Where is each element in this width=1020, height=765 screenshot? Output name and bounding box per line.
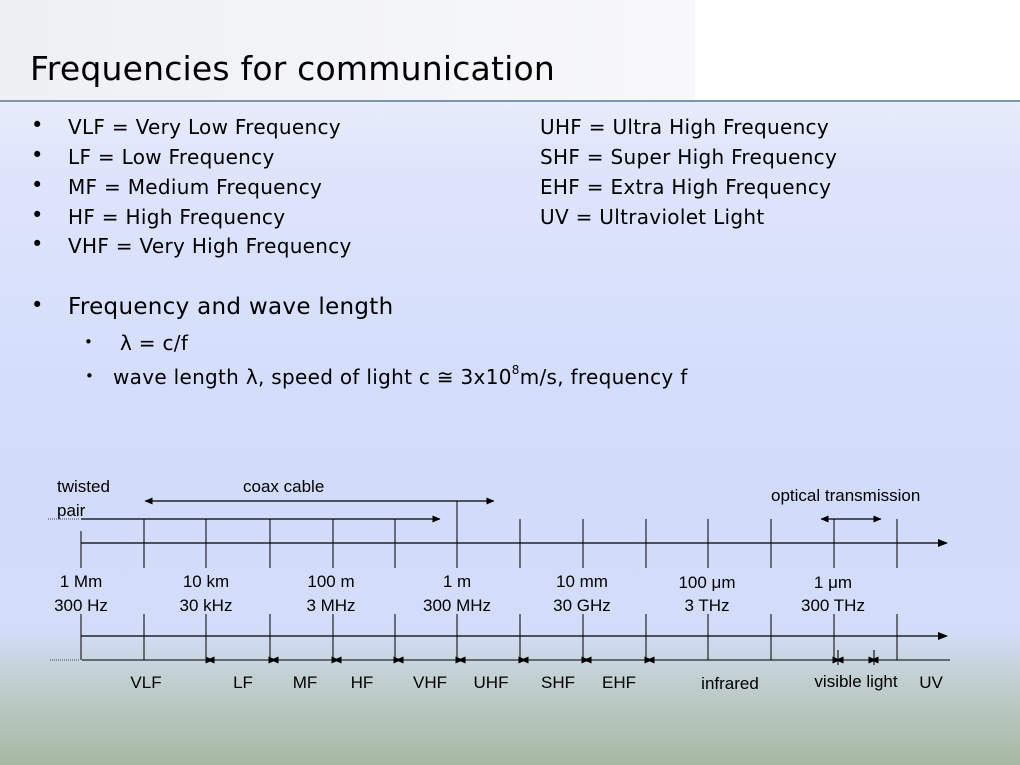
band-label-shf: SHF <box>541 673 575 692</box>
band-label-infrared: infrared <box>701 674 759 693</box>
band-label-uv: UV <box>919 673 943 692</box>
frequency-label: 300 Hz <box>54 596 108 615</box>
twisted-pair-label-2: pair <box>57 501 86 520</box>
bullet-icon: • <box>31 203 44 227</box>
band-label-visible-light: visible light <box>814 672 897 691</box>
wavelength-label: 10 km <box>183 572 229 591</box>
twisted-pair-label: twisted <box>57 477 110 496</box>
band-label-mf: MF <box>293 673 318 692</box>
formula: λ = c/f <box>120 331 189 355</box>
bullet-icon: • <box>85 367 95 385</box>
list-item: • MF = Medium Frequency <box>31 173 323 199</box>
band-label-uhf: UHF <box>474 673 509 692</box>
band-label-vlf: VLF <box>130 673 161 692</box>
slide-title: Frequencies for communication <box>30 49 555 88</box>
bullet-icon: • <box>31 232 44 256</box>
wavelength-label: 1 μm <box>814 573 852 592</box>
list-item: SHF = Super High Frequency <box>540 145 838 169</box>
list-item: • LF = Low Frequency <box>31 143 275 169</box>
wavelength-label: 1 Mm <box>60 572 103 591</box>
frequency-label: 300 MHz <box>423 596 491 615</box>
wavelength-label: 10 mm <box>556 572 608 591</box>
list-item: EHF = Extra High Frequency <box>540 175 832 199</box>
band-label-hf: HF <box>351 673 374 692</box>
band-label-ehf: EHF <box>602 673 636 692</box>
frequency-label: 300 THz <box>801 596 865 615</box>
formula-item: • λ = c/f <box>84 331 189 355</box>
frequency-label: 3 THz <box>684 596 729 615</box>
wavelength-label: 1 m <box>443 572 471 591</box>
title-bar-right <box>695 0 1020 100</box>
wave-description: • wave length λ, speed of light c ≅ 3x108… <box>85 363 688 389</box>
scale-labels: 1 Mm 300 Hz 10 km 30 kHz 100 m 3 MHz 1 m… <box>54 572 865 615</box>
upper-ticks <box>80 501 898 568</box>
bullet-icon: • <box>31 143 44 167</box>
wavelength-label: 100 μm <box>678 573 735 592</box>
bullet-icon: • <box>31 113 44 137</box>
list-item: • Frequency and wave length <box>31 293 394 320</box>
lower-ticks <box>80 614 898 660</box>
title-divider <box>0 100 1020 102</box>
wavelength-label: 100 m <box>307 572 354 591</box>
frequency-label: 3 MHz <box>306 596 355 615</box>
coax-cable-label: coax cable <box>243 477 324 496</box>
band-label-vhf: VHF <box>413 673 447 692</box>
bullet-icon: • <box>84 333 94 351</box>
list-item: UV = Ultraviolet Light <box>540 205 765 229</box>
list-item: • VLF = Very Low Frequency <box>31 113 341 139</box>
bullet-icon: • <box>31 173 44 197</box>
frequency-label: 30 GHz <box>553 596 611 615</box>
band-labels: VLF LF MF HF VHF UHF SHF EHF infrared vi… <box>130 672 943 693</box>
band-label-lf: LF <box>233 673 253 692</box>
list-item: UHF = Ultra High Frequency <box>540 115 829 139</box>
frequency-label: 30 kHz <box>180 596 233 615</box>
title-bar <box>0 0 695 100</box>
optical-transmission-label: optical transmission <box>771 486 920 505</box>
band-arrows <box>82 650 950 665</box>
list-item: • HF = High Frequency <box>31 203 286 229</box>
bullet-icon: • <box>31 293 44 317</box>
list-item: • VHF = Very High Frequency <box>31 232 352 258</box>
